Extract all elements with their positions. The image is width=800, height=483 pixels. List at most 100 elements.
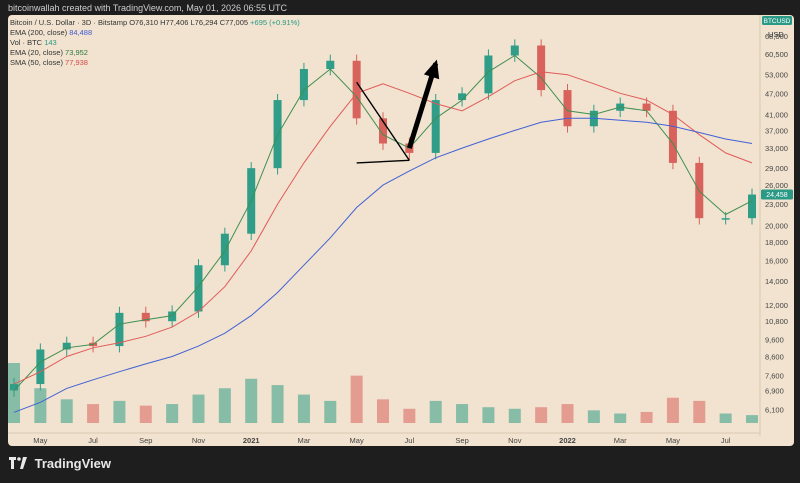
series-line-ema-200-close xyxy=(13,117,753,413)
chart-panel: 68,000 60,500 53,000 47,000 41,000 37,000 33,0… xyxy=(8,15,794,446)
candle-body xyxy=(10,384,18,391)
candle-body xyxy=(299,68,308,101)
x-tick-label: Nov xyxy=(508,436,522,445)
candle-body xyxy=(168,311,177,322)
volume-bar xyxy=(60,399,73,423)
symbol-description: Bitcoin / U.S. Dollar · 3D · Bitstamp xyxy=(10,18,128,27)
y-tick-label: 6,900 xyxy=(765,387,784,396)
volume-bar xyxy=(324,400,337,423)
brand-name: TradingView xyxy=(34,456,111,471)
y-tick-label: 26,000 xyxy=(765,181,788,190)
volume-bar xyxy=(456,404,469,423)
series-line-sma-50-close xyxy=(13,71,753,385)
candle-body xyxy=(563,90,572,127)
volume-bar xyxy=(666,397,679,423)
volume-bar xyxy=(719,413,732,423)
x-tick-label: Mar xyxy=(614,436,627,445)
ema200-label: EMA (200, close) xyxy=(10,28,68,37)
x-tick-label: Sep xyxy=(455,436,468,445)
y-tick-label: 12,000 xyxy=(765,301,788,310)
volume-bar xyxy=(587,410,600,423)
candle-body xyxy=(642,103,651,111)
legend-row-volume[interactable]: Vol · BTC 143 xyxy=(10,38,300,48)
volume-bar xyxy=(350,375,363,423)
legend-row-sma50[interactable]: SMA (50, close) 77,938 xyxy=(10,58,300,68)
currency-label: USD xyxy=(768,30,784,39)
x-tick-label: Jul xyxy=(88,436,98,445)
candle-body xyxy=(721,218,730,220)
volume-bar xyxy=(139,405,152,423)
indicator-legend: Bitcoin / U.S. Dollar · 3D · Bitstamp O7… xyxy=(10,18,300,68)
volume-bar xyxy=(561,404,574,423)
candle-body xyxy=(484,55,493,94)
series-line-ema-20-close xyxy=(13,54,753,392)
volume-bar xyxy=(297,394,310,423)
breakout-arrow xyxy=(406,62,439,149)
volume-bar xyxy=(429,400,442,423)
candle-body xyxy=(141,312,150,322)
y-tick-label: 47,000 xyxy=(765,89,788,98)
volume-bar xyxy=(271,385,284,423)
y-tick-label: 29,000 xyxy=(765,164,788,173)
volume-bar xyxy=(693,400,706,423)
y-tick-label: 60,500 xyxy=(765,50,788,59)
y-tick-label: 6,100 xyxy=(765,406,784,415)
volume-bar xyxy=(192,394,205,423)
x-tick-label: 2021 xyxy=(243,436,260,445)
y-tick-label: 7,600 xyxy=(765,372,784,381)
volume-bar xyxy=(640,411,653,423)
legend-row-ema20[interactable]: EMA (20, close) 73,952 xyxy=(10,48,300,58)
attribution-header: bitcoinwallah created with TradingView.c… xyxy=(8,3,287,13)
x-tick-label: May xyxy=(350,436,364,445)
candle-body xyxy=(115,312,124,347)
trendline xyxy=(356,81,410,161)
y-tick-label: 20,000 xyxy=(765,222,788,231)
price-chart[interactable]: 68,000 60,500 53,000 47,000 41,000 37,000 33,0… xyxy=(8,15,794,446)
tradingview-brand: TradingView xyxy=(9,456,111,472)
volume-bar xyxy=(614,413,627,423)
volume-value: 143 xyxy=(44,38,57,47)
volume-bar xyxy=(87,404,100,423)
x-tick-label: Jul xyxy=(405,436,415,445)
volume-bar xyxy=(508,408,521,423)
candle-body xyxy=(220,233,229,266)
y-tick-label: 16,000 xyxy=(765,256,788,265)
ema200-value: 84,488 xyxy=(69,28,93,37)
breakout-arrow-head xyxy=(423,59,440,80)
x-tick-label: Mar xyxy=(297,436,310,445)
legend-row-ema200[interactable]: EMA (200, close) 84,488 xyxy=(10,28,300,38)
volume-bar xyxy=(535,407,548,423)
volume-bar xyxy=(245,378,258,423)
y-tick-label: 68,000 xyxy=(765,32,788,41)
volume-bar xyxy=(34,388,47,423)
symbol-badge-label: BTCUSD xyxy=(764,18,791,25)
y-tick-label: 9,600 xyxy=(765,335,784,344)
candle-body xyxy=(748,194,756,219)
y-tick-label: 10,800 xyxy=(765,317,788,326)
volume-bar xyxy=(166,404,179,423)
y-tick-label: 23,000 xyxy=(765,200,788,209)
x-tick-label: 2022 xyxy=(559,436,576,445)
y-tick-label: 14,000 xyxy=(765,277,788,286)
y-tick-label: 18,000 xyxy=(765,238,788,247)
volume-bar xyxy=(482,407,495,423)
candle-body xyxy=(194,265,203,312)
y-tick-label: 8,600 xyxy=(765,353,784,362)
volume-bar xyxy=(113,400,126,423)
y-tick-label: 37,000 xyxy=(765,126,788,135)
x-tick-label: May xyxy=(666,436,680,445)
candle-body xyxy=(379,118,387,144)
candle-body xyxy=(431,100,440,153)
y-tick-label: 33,000 xyxy=(765,144,788,153)
tradingview-logo-icon xyxy=(9,457,27,472)
y-tick-label: 41,000 xyxy=(765,111,788,120)
price-change: +695 (+0.91%) xyxy=(250,18,300,27)
legend-row-symbol: Bitcoin / U.S. Dollar · 3D · Bitstamp O7… xyxy=(10,18,300,28)
volume-label: Vol · BTC xyxy=(10,38,43,47)
volume-bar xyxy=(403,408,416,423)
candle-body xyxy=(36,349,45,385)
x-tick-label: Jul xyxy=(721,436,731,445)
candle-body xyxy=(458,93,467,101)
x-tick-label: Sep xyxy=(139,436,152,445)
